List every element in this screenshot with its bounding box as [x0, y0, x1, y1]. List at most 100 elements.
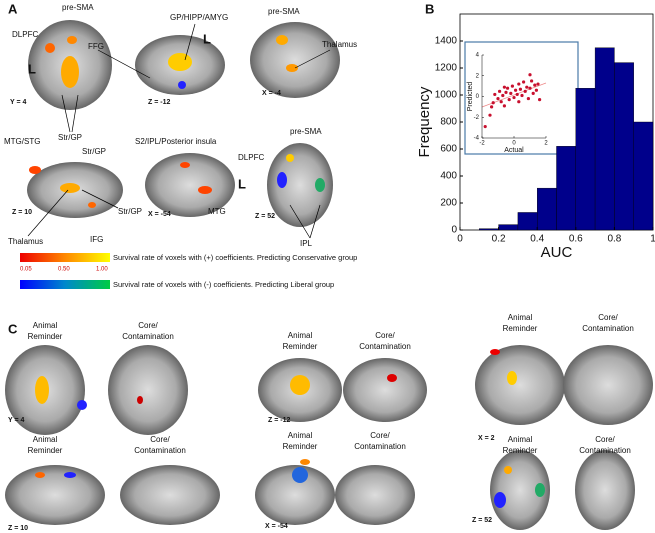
point — [514, 88, 518, 92]
coord: Y = 4 — [8, 417, 25, 424]
coord: Y = 4 — [10, 99, 27, 106]
bar — [517, 212, 538, 231]
region: pre-SMA — [62, 3, 94, 12]
point — [498, 89, 502, 93]
section-label: Contamination — [579, 446, 631, 455]
coord: Z = -12 — [148, 99, 170, 106]
colorbar-tick: 0.05 — [20, 267, 32, 273]
panel-label: C — [8, 321, 18, 336]
inset-frame — [464, 41, 579, 155]
x-axis-label: AUC — [541, 244, 573, 261]
region: S2/IPL/Posterior insula — [135, 137, 217, 146]
point — [499, 100, 503, 104]
section-label: Reminder — [28, 446, 63, 455]
section-label: Core/ — [375, 331, 395, 340]
section-label: Core/ — [150, 435, 170, 444]
coord: X = -54 — [148, 211, 171, 218]
coord: X = -54 — [265, 523, 288, 530]
point — [488, 113, 492, 117]
point — [518, 87, 523, 91]
x-tick-label: 0.2 — [492, 234, 506, 245]
y-tick-label: 600 — [440, 144, 457, 155]
region: Str/GP — [118, 207, 142, 216]
point — [507, 98, 511, 102]
y-tick-label: 400 — [440, 171, 457, 182]
point — [509, 91, 513, 95]
bar — [556, 146, 576, 231]
y-tick-label: 800 — [440, 117, 457, 128]
region: GP/HIPP/AMYG — [170, 13, 228, 22]
point — [528, 73, 532, 77]
x-axis-label: Actual — [504, 147, 524, 154]
point — [506, 86, 510, 90]
point — [525, 85, 529, 89]
x-tick-label: 0.8 — [607, 234, 621, 245]
point — [531, 91, 535, 95]
panel-c-labels: Animal Core/Reminder Contamination Y = 4 Ani… — [8, 313, 634, 532]
x-tick-label: -2 — [479, 141, 485, 147]
point — [483, 124, 487, 129]
point — [520, 93, 524, 98]
x-tick-label: 0.6 — [569, 234, 583, 245]
y-tick-label: -2 — [474, 115, 480, 121]
bar — [498, 224, 519, 231]
x-tick-label: 1 — [650, 234, 655, 245]
section-label: Animal — [33, 435, 58, 444]
point — [533, 83, 537, 87]
colorbar-caption: Survival rate of voxels with (+) coeffic… — [113, 253, 357, 262]
coord: X = 2 — [478, 435, 495, 442]
region: pre-SMA — [268, 7, 300, 16]
point — [496, 96, 500, 101]
bar — [614, 62, 634, 231]
point — [517, 82, 521, 86]
section-label: Contamination — [582, 324, 634, 333]
region: Thalamus — [8, 237, 43, 246]
point — [502, 85, 506, 89]
bar — [479, 228, 499, 231]
section-label: Contamination — [122, 332, 174, 341]
point — [502, 104, 506, 108]
bar — [594, 47, 615, 231]
point — [512, 95, 516, 100]
point — [528, 86, 532, 90]
bar — [633, 121, 654, 231]
y-tick-label: 4 — [476, 53, 480, 59]
colorbar-tick: 1.00 — [96, 267, 108, 273]
colorbar-tick: 0.50 — [58, 267, 70, 273]
histogram: 0 0.2 0.4 0.6 0.8 10200400600800100012001400A… — [416, 13, 655, 261]
y-tick-label: 2 — [476, 73, 480, 79]
region: pre-SMA — [290, 127, 322, 136]
y-tick-label: 1200 — [435, 63, 458, 74]
coord: Z = 10 — [12, 209, 32, 216]
x-tick-label: 0 — [512, 141, 516, 147]
x-tick-label: 0 — [457, 234, 463, 245]
point — [523, 89, 527, 93]
coord: Z = 52 — [255, 213, 275, 220]
section-label: Animal — [288, 331, 313, 340]
colorbar-caption: Survival rate of voxels with (-) coeffic… — [113, 280, 334, 289]
point — [522, 80, 526, 84]
section-label: Animal — [33, 321, 58, 330]
section-label: Contamination — [354, 442, 406, 451]
region: Str/GP — [82, 147, 106, 156]
y-tick-label: 1400 — [435, 36, 458, 47]
point — [490, 105, 494, 109]
region: MTG — [208, 207, 226, 216]
point — [510, 84, 514, 88]
section-label: Reminder — [503, 446, 538, 455]
panel-label: A — [8, 1, 18, 16]
region: IFG — [90, 235, 103, 244]
region: FFG — [88, 42, 104, 51]
side: L — [28, 61, 36, 76]
section-label: Animal — [508, 313, 533, 322]
side: L — [203, 31, 211, 46]
section-label: Core/ — [595, 435, 615, 444]
activation-blobs — [27, 23, 545, 508]
section-label: Contamination — [359, 342, 411, 351]
region: DLPFC — [238, 153, 264, 162]
point — [504, 90, 508, 94]
point — [538, 98, 542, 102]
bar — [575, 88, 596, 231]
region: Str/GP — [58, 133, 82, 142]
